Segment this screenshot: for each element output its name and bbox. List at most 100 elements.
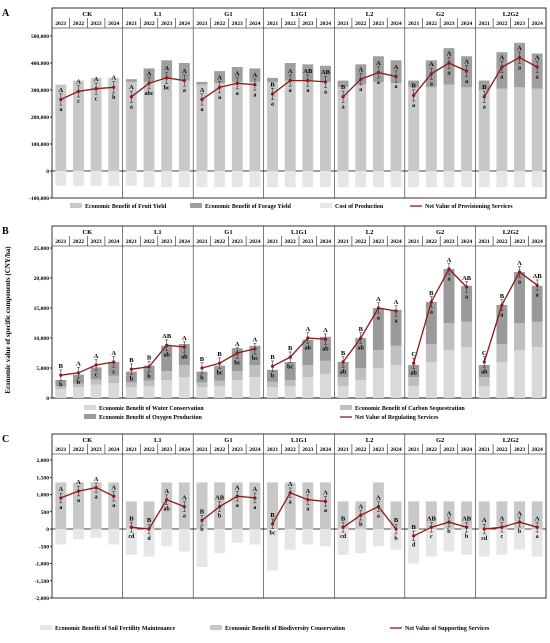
year-label: 2022	[143, 239, 154, 245]
bar-forage-yield	[231, 67, 243, 82]
bar-economic-benefit-of-water-conservation	[337, 386, 349, 398]
bar-cost-of-production	[249, 171, 261, 188]
bar-economic-benefit-of-water-conservation	[372, 368, 384, 398]
significance-letter-upper: A	[111, 350, 116, 357]
significance-letter-upper: A	[182, 335, 187, 342]
net-value-point	[59, 496, 63, 500]
treatment-label: L1	[154, 229, 162, 236]
significance-letter-upper: A	[182, 68, 187, 75]
bar-cost-of-production	[461, 171, 473, 188]
bar-economic-benefit-of-fruit-yield	[478, 90, 490, 171]
significance-letter-lower: a	[536, 292, 539, 298]
significance-letter-upper: A	[500, 54, 505, 61]
significance-letter-lower: a	[306, 88, 309, 94]
significance-letter-upper: B	[288, 345, 293, 352]
net-value-point	[517, 56, 522, 60]
significance-letter-upper: B	[147, 355, 152, 362]
year-label: 2021	[408, 239, 419, 245]
significance-letter-upper: A	[535, 54, 540, 61]
net-value-line	[484, 521, 538, 530]
significance-letter-upper: A	[164, 488, 169, 495]
year-label: 2021	[267, 447, 278, 453]
significance-letter-lower: a	[289, 500, 292, 506]
significance-letter-upper: B	[217, 351, 222, 358]
bar-economic-benefit-of-fruit-yield	[461, 87, 473, 171]
significance-letter-lower: a	[183, 513, 186, 519]
bar-economic-benefit-of-fruit-yield	[355, 84, 367, 171]
significance-letter-upper: AB	[533, 273, 543, 280]
significance-letter-lower: bc	[217, 370, 223, 376]
bar-economic-benefit-of-carbon-sequestration	[125, 382, 137, 388]
net-value-point	[59, 373, 63, 377]
significance-letter-lower: b	[394, 536, 398, 542]
significance-letter-upper: A	[58, 87, 63, 94]
bar-economic-benefit-of-carbon-sequestration	[55, 386, 67, 389]
significance-letter-lower: bc	[252, 356, 258, 362]
year-label: 2024	[461, 21, 472, 27]
bar-economic-benefit-of-biodiversity-conservation	[267, 482, 279, 529]
significance-letter-lower: d	[412, 543, 416, 549]
net-value-point	[306, 336, 310, 340]
treatment-label: L2G2	[503, 11, 519, 18]
treatment-label: L1G1	[291, 11, 307, 18]
bar-economic-benefit-of-water-conservation	[90, 384, 102, 398]
significance-letter-lower: b	[200, 375, 204, 381]
significance-letter-upper: AB	[462, 515, 472, 522]
year-label: 2024	[320, 447, 331, 453]
year-label: 2024	[461, 239, 472, 245]
net-value-point	[447, 520, 451, 524]
significance-letter-upper: A	[376, 60, 381, 67]
bar-economic-benefit-of-biodiversity-conservation	[302, 482, 314, 529]
bar-economic-benefit-of-soil-fertility-maintenance	[214, 529, 226, 554]
y-tick-label: 5,000	[36, 366, 49, 372]
net-value-point	[376, 70, 380, 75]
significance-letter-lower: c	[501, 534, 504, 540]
year-label: 2022	[73, 239, 84, 245]
net-value-point	[376, 306, 380, 310]
bar-economic-benefit-of-fruit-yield	[302, 80, 314, 171]
significance-letter-upper: A	[76, 361, 81, 368]
bar-economic-benefit-of-water-conservation	[231, 380, 243, 398]
bar-economic-benefit-of-water-conservation	[425, 362, 437, 398]
bar-economic-benefit-of-oxygen-production	[55, 380, 67, 386]
bar-forage-yield	[178, 63, 190, 81]
net-value-line	[342, 71, 397, 98]
year-label: 2023	[91, 239, 102, 245]
significance-letter-lower: a	[324, 508, 327, 514]
bar-economic-benefit-of-soil-fertility-maintenance	[496, 529, 508, 555]
bar-economic-benefit-of-water-conservation	[390, 365, 402, 398]
significance-letter-upper: A	[358, 503, 363, 510]
net-value-point	[270, 522, 275, 526]
year-label: 2024	[249, 21, 260, 27]
significance-letter-upper: B	[359, 326, 364, 333]
bar-economic-benefit-of-oxygen-production	[496, 305, 508, 344]
net-value-point	[165, 76, 169, 80]
net-value-line	[131, 498, 185, 530]
bar-economic-benefit-of-carbon-sequestration	[284, 380, 296, 386]
year-label: 2022	[73, 447, 84, 453]
treatment-label: L1	[154, 437, 162, 444]
bar-economic-benefit-of-fruit-yield	[337, 87, 349, 171]
y-tick-label: -1,000	[35, 562, 50, 568]
year-label: 2021	[338, 447, 349, 453]
legend-item: Net Value of Regulating Services	[355, 415, 439, 421]
bar-economic-benefit-of-soil-fertility-maintenance	[196, 529, 208, 567]
year-label: 2024	[390, 447, 401, 453]
year-label: 2024	[461, 447, 472, 453]
bar-economic-benefit-of-soil-fertility-maintenance	[143, 529, 155, 557]
bar-cost-of-production	[496, 171, 508, 188]
bar-economic-benefit-of-biodiversity-conservation	[390, 501, 402, 529]
net-value-line	[131, 77, 185, 98]
y-tick-label: 15,000	[34, 306, 50, 312]
bar-economic-benefit-of-biodiversity-conservation	[161, 482, 173, 529]
significance-letter-upper: A	[323, 490, 328, 497]
significance-letter-lower: a	[289, 88, 292, 94]
bar-economic-benefit-of-oxygen-production	[425, 302, 437, 344]
significance-letter-lower: ab	[305, 345, 312, 351]
year-label: 2024	[108, 447, 119, 453]
significance-letter-lower: ab	[181, 354, 188, 360]
year-label: 2021	[196, 239, 207, 245]
bar-economic-benefit-of-carbon-sequestration	[372, 350, 384, 368]
significance-letter-upper: A	[517, 45, 522, 52]
bar-cost-of-production	[178, 171, 190, 188]
